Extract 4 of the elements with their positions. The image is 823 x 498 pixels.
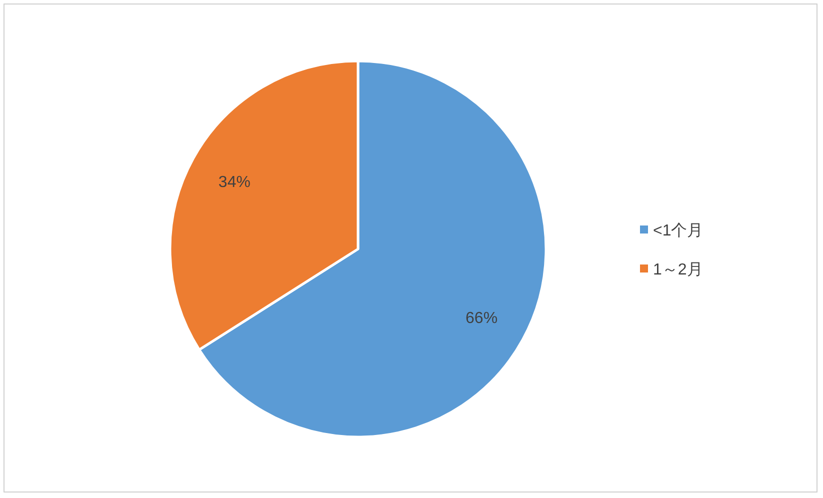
data-label: 66% — [466, 310, 498, 327]
data-label: 34% — [218, 174, 250, 192]
legend-label: 1～2月 — [653, 262, 703, 278]
legend-label: <1个月 — [653, 222, 704, 240]
